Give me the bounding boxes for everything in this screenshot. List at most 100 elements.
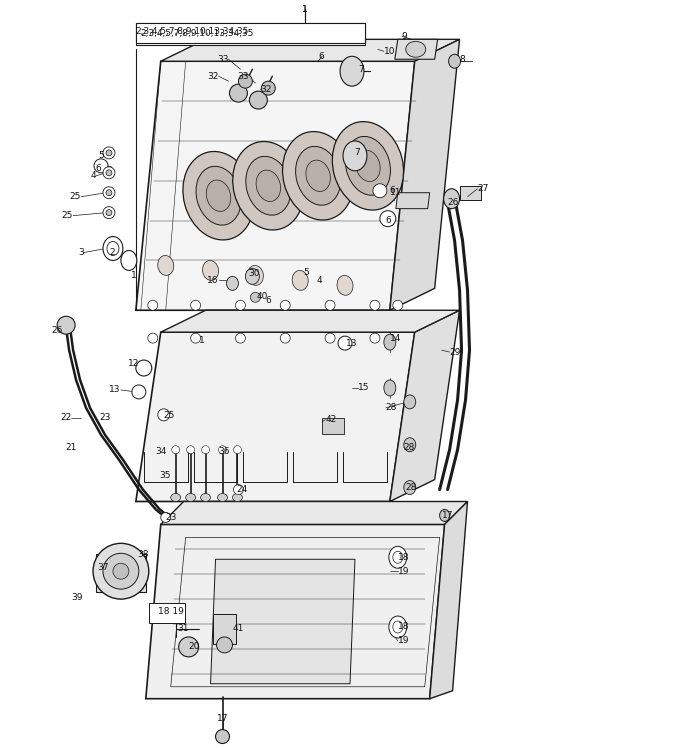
Text: 37: 37 [97, 562, 109, 571]
Ellipse shape [332, 122, 403, 210]
Text: 36: 36 [218, 447, 230, 456]
Ellipse shape [234, 446, 241, 454]
Text: 17: 17 [442, 511, 453, 520]
Ellipse shape [172, 446, 180, 454]
Text: 13: 13 [346, 339, 358, 348]
Ellipse shape [373, 184, 387, 197]
Text: 8: 8 [460, 55, 466, 64]
Text: 33: 33 [237, 72, 248, 81]
Ellipse shape [232, 494, 242, 501]
Ellipse shape [246, 156, 291, 215]
Ellipse shape [57, 316, 75, 334]
Ellipse shape [103, 187, 115, 199]
Text: 1: 1 [199, 336, 204, 345]
Text: 18: 18 [398, 622, 410, 631]
Bar [460, 186, 482, 200]
Ellipse shape [103, 236, 123, 260]
Ellipse shape [343, 141, 367, 171]
Ellipse shape [218, 494, 228, 501]
Ellipse shape [440, 509, 449, 521]
Ellipse shape [393, 300, 402, 310]
Ellipse shape [261, 82, 275, 95]
Text: 6: 6 [318, 52, 324, 61]
Ellipse shape [384, 334, 395, 350]
Text: 1: 1 [302, 5, 308, 14]
Ellipse shape [121, 251, 136, 271]
Ellipse shape [103, 554, 139, 589]
Ellipse shape [393, 551, 402, 563]
Polygon shape [390, 310, 460, 501]
Text: 22: 22 [60, 414, 71, 423]
Ellipse shape [340, 56, 364, 86]
Text: 1: 1 [302, 5, 308, 14]
Text: 21: 21 [66, 444, 77, 453]
Ellipse shape [235, 333, 246, 343]
Ellipse shape [187, 446, 195, 454]
Text: 1: 1 [131, 271, 136, 280]
Ellipse shape [247, 266, 263, 285]
Ellipse shape [216, 637, 232, 653]
Text: 30: 30 [248, 269, 260, 278]
Ellipse shape [132, 385, 146, 399]
Text: 31: 31 [177, 625, 188, 634]
Ellipse shape [206, 180, 231, 212]
Ellipse shape [161, 512, 171, 522]
Ellipse shape [370, 300, 380, 310]
Ellipse shape [283, 132, 354, 220]
Ellipse shape [306, 160, 330, 191]
Ellipse shape [356, 150, 380, 182]
Polygon shape [390, 40, 460, 310]
Polygon shape [211, 560, 355, 684]
Polygon shape [161, 310, 460, 332]
Text: 5: 5 [98, 151, 104, 160]
Ellipse shape [345, 136, 391, 195]
Ellipse shape [218, 446, 227, 454]
Text: 6: 6 [265, 295, 271, 304]
Text: 27: 27 [477, 184, 489, 193]
Text: 28: 28 [386, 403, 397, 412]
Text: 6: 6 [390, 186, 395, 195]
Ellipse shape [136, 360, 152, 376]
Ellipse shape [202, 446, 209, 454]
Text: 10: 10 [384, 47, 395, 56]
Ellipse shape [292, 271, 308, 290]
Ellipse shape [93, 543, 149, 599]
Ellipse shape [280, 333, 290, 343]
Text: 35: 35 [159, 471, 171, 480]
Ellipse shape [234, 485, 244, 494]
Polygon shape [395, 40, 438, 59]
Polygon shape [146, 524, 444, 699]
Ellipse shape [380, 211, 395, 227]
Text: 25: 25 [62, 211, 73, 220]
Ellipse shape [190, 300, 201, 310]
Ellipse shape [158, 409, 169, 421]
Ellipse shape [280, 300, 290, 310]
Text: 41: 41 [232, 625, 244, 634]
Polygon shape [136, 332, 414, 501]
Text: 28: 28 [404, 444, 415, 453]
Text: 13: 13 [109, 385, 121, 394]
Text: 2: 2 [109, 248, 115, 257]
Ellipse shape [295, 147, 341, 205]
Ellipse shape [404, 395, 416, 409]
Ellipse shape [178, 637, 199, 657]
Text: 18: 18 [398, 553, 410, 562]
Text: 17: 17 [217, 714, 228, 723]
Text: 32: 32 [207, 72, 218, 81]
Bar [149, 603, 185, 623]
Ellipse shape [393, 621, 402, 633]
Text: 34: 34 [155, 447, 167, 456]
Ellipse shape [325, 300, 335, 310]
Text: 26: 26 [52, 325, 63, 334]
Ellipse shape [94, 159, 108, 173]
Ellipse shape [249, 91, 267, 109]
Text: 4: 4 [90, 171, 96, 180]
Ellipse shape [148, 300, 158, 310]
Ellipse shape [106, 190, 112, 196]
Bar [322, 418, 344, 434]
Ellipse shape [202, 260, 218, 280]
Ellipse shape [337, 275, 353, 295]
Ellipse shape [201, 494, 211, 501]
Text: 20: 20 [188, 643, 200, 652]
Ellipse shape [404, 438, 416, 452]
